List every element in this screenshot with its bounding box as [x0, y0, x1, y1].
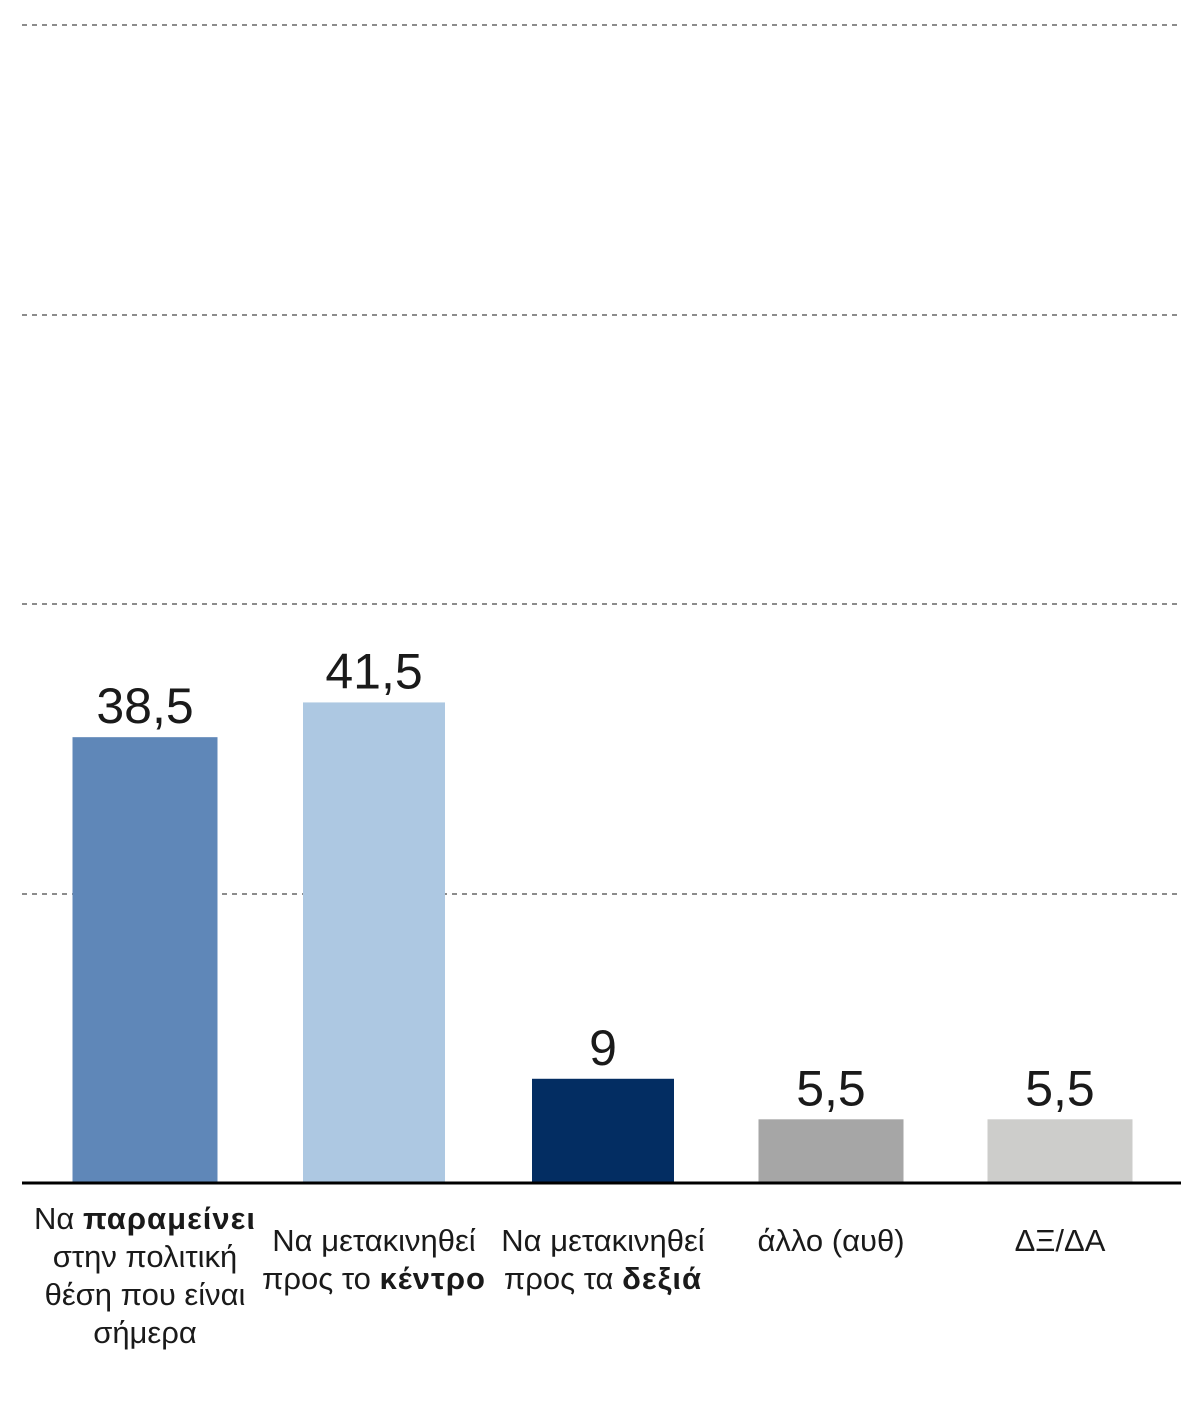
data-label-5: 5,5 — [1025, 1060, 1095, 1116]
data-label-2: 41,5 — [325, 643, 422, 699]
bar-2 — [303, 702, 445, 1183]
data-label-4: 5,5 — [796, 1060, 866, 1116]
category-label-1: Να παραμείνει στην πολιτική θέση που είν… — [34, 1201, 256, 1350]
bar-4 — [758, 1119, 904, 1183]
category-label-2: Να μετακινηθεί προς το κέντρο — [262, 1223, 486, 1296]
bar-1 — [72, 737, 218, 1183]
data-label-1: 38,5 — [96, 678, 193, 734]
bar-5 — [987, 1119, 1133, 1183]
data-label-3: 9 — [589, 1020, 617, 1076]
bar-3 — [532, 1078, 674, 1183]
category-label-4: άλλο (αυθ) — [757, 1223, 905, 1258]
category-label-3: Να μετακινηθεί προς τα δεξιά — [501, 1223, 705, 1296]
category-label-5: ΔΞ/ΔΑ — [1014, 1223, 1106, 1258]
